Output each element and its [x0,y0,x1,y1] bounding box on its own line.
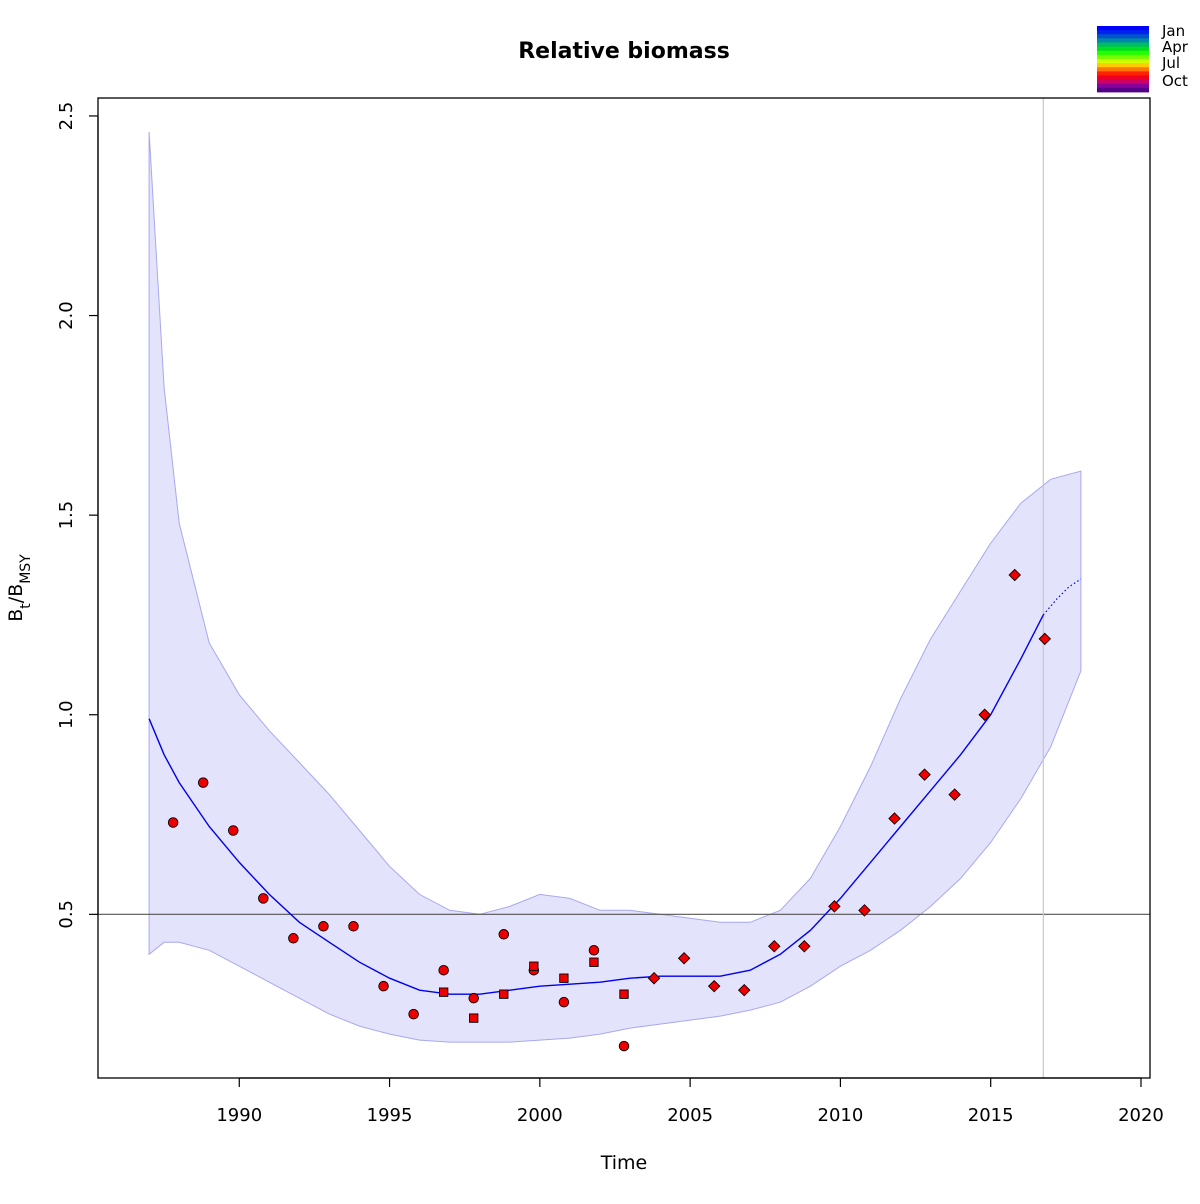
y-axis-label-sub2: MSY [18,554,34,584]
x-axis: 1990 1995 2000 2005 2010 2015 2020 [216,1077,1164,1126]
forecast-line [1042,578,1082,616]
y-tick-label: 2.5 [56,102,77,131]
plot-area [98,98,1150,1078]
y-tick-label: 1.0 [56,700,77,729]
data-point-square [619,989,629,999]
legend-label: Jan [1161,22,1185,40]
data-point-circle [318,921,329,932]
x-tick-label: 1995 [367,1105,413,1126]
data-point-circle [228,825,239,836]
fit-line [148,614,1044,995]
legend-label: Jul [1161,54,1180,72]
legend-color-swatch [1097,75,1149,81]
data-point-circle [588,945,600,956]
legend-color-swatch [1097,87,1149,93]
legend-color-swatch [1097,54,1149,60]
x-axis-label: Time [600,1152,648,1174]
data-point-diamond [1038,632,1052,646]
x-tick-label: 1990 [216,1105,262,1126]
data-point-square [439,987,449,997]
y-axis-label-sep: /B [5,584,27,603]
data-point-square [469,1013,479,1023]
data-point-square [559,973,569,983]
data-point-diamond [978,708,991,721]
data-point-circle [468,992,479,1004]
data-point-diamond [647,971,661,985]
data-point-circle [378,980,389,992]
data-point-square [529,961,539,971]
x-tick-label: 2015 [968,1105,1014,1126]
y-tick-label: 1.5 [56,501,77,530]
data-point-diamond [828,900,841,913]
legend-label: Apr [1162,38,1189,56]
x-tick-label: 2005 [667,1105,713,1126]
y-axis-label-main: B [5,609,27,622]
x-tick-label: 2010 [818,1105,864,1126]
y-axis-label-sub1: t [18,603,34,609]
data-point-circle [348,921,359,932]
y-axis-label: Bt/BMSY [5,554,34,622]
data-point-circle [438,964,449,976]
data-point-diamond [677,952,691,965]
legend-color-swatch [1097,50,1149,56]
legend-color-swatch [1097,46,1149,52]
data-point-circle [618,1040,630,1052]
data-point-diamond [768,940,781,953]
confidence-band [148,131,1082,1043]
x-tick-label: 2000 [517,1105,563,1126]
data-point-diamond [1008,568,1021,582]
data-point-circle [408,1008,419,1020]
data-point-diamond [858,904,871,917]
legend-color-swatch [1097,34,1149,39]
data-point-diamond [888,812,901,825]
y-tick-label: 0.5 [56,900,77,929]
legend-color-swatch [1097,63,1149,68]
data-point-circle [197,777,209,788]
data-point-diamond [948,788,961,801]
y-tick-label: 2.0 [56,301,77,330]
data-point-circle [258,893,269,904]
legend-color-swatch [1097,79,1149,85]
x-tick-label: 2020 [1118,1105,1164,1126]
legend-label: Oct [1162,72,1188,90]
legend-color-swatch [1097,38,1149,43]
data-point-diamond [798,940,811,953]
data-point-square [499,989,509,999]
y-axis: 0.5 1.0 1.5 2.0 2.5 [56,102,99,929]
data-point-diamond [737,983,751,997]
legend-color-swatch [1097,83,1149,89]
data-point-circle [167,817,179,828]
data-point-diamond [918,768,931,781]
legend-color-swatch [1097,26,1149,31]
legend-color-swatch [1097,42,1149,48]
legend-color-swatch [1097,67,1149,72]
data-point-circle [288,933,299,944]
data-point-circle [558,996,570,1008]
data-point-diamond [707,979,721,993]
chart-title: Relative biomass [518,39,730,64]
data-point-square [589,957,599,967]
legend-color-swatch [1097,30,1149,35]
legend-color-swatch [1097,59,1149,64]
legend-color-swatch [1097,71,1149,76]
data-point-circle [498,929,510,940]
